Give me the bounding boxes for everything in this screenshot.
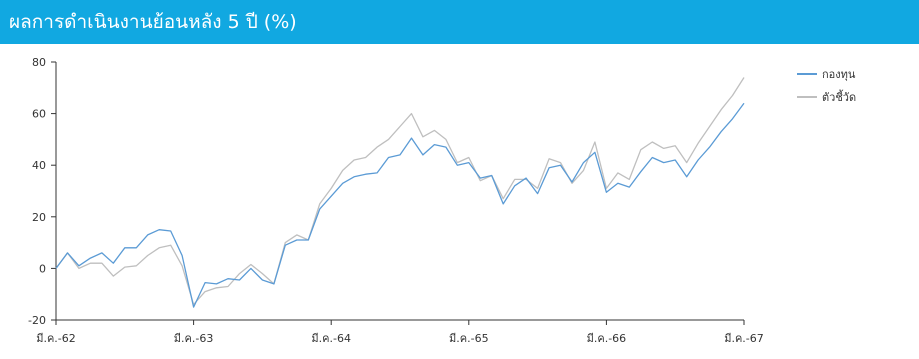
x-tick-label: มี.ค.-66 [587, 332, 627, 345]
x-tick-label: มี.ค.-67 [724, 332, 764, 345]
x-tick-label: มี.ค.-63 [174, 332, 214, 345]
chart-title: ผลการดำเนินงานย้อนหลัง 5 ปี (%) [9, 11, 297, 33]
fund-series-line [55, 102, 745, 308]
y-tick-label: 20 [32, 211, 46, 224]
y-tick-label: 0 [39, 262, 46, 275]
y-tick-label: 60 [32, 108, 46, 121]
axes: -20 0 20 40 60 80 มี.ค.-62 มี.ค.-63 มี.ค.-64 มี.ค… [28, 56, 764, 345]
y-tick-label: -20 [28, 314, 46, 327]
legend-label-fund: กองทุน [822, 68, 856, 81]
legend-label-benchmark: ตัวชี้วัด [822, 89, 856, 104]
performance-line-chart: -20 0 20 40 60 80 มี.ค.-62 มี.ค.-63 มี.ค.-64 มี.ค… [28, 56, 856, 345]
x-tick-label: มี.ค.-64 [311, 332, 351, 345]
y-tick-label: 80 [32, 56, 46, 69]
x-tick-label: มี.ค.-62 [36, 332, 76, 345]
legend: กองทุนตัวชี้วัด [797, 68, 856, 104]
chart-header: ผลการดำเนินงานย้อนหลัง 5 ปี (%) [0, 0, 919, 44]
x-tick-label: มี.ค.-65 [449, 332, 489, 345]
benchmark-series-line [55, 77, 745, 306]
series-lines [55, 77, 745, 308]
y-tick-label: 40 [32, 159, 46, 172]
